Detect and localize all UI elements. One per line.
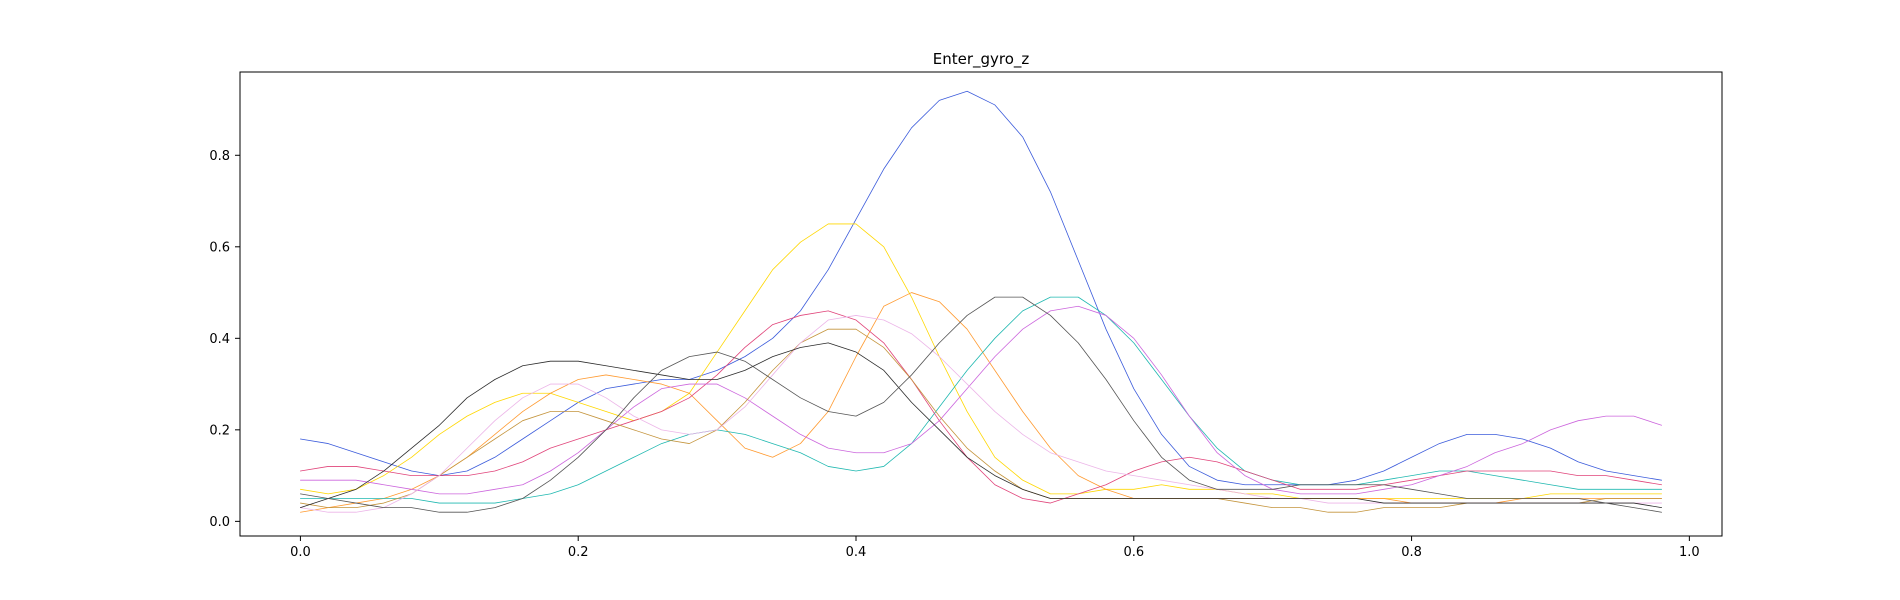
- y-tick-label: 0.2: [209, 423, 230, 438]
- x-axis: 0.0 0.2 0.4 0.6 0.8 1.0: [290, 536, 1700, 560]
- x-tick-label: 0.8: [1401, 545, 1422, 560]
- x-tick-label: 0.6: [1123, 545, 1144, 560]
- y-tick-label: 0.0: [209, 515, 230, 530]
- y-axis: 0.0 0.2 0.4 0.6 0.8: [209, 149, 240, 530]
- x-tick-label: 0.4: [846, 545, 867, 560]
- series-line-2: [300, 223, 1662, 499]
- y-tick-label: 0.8: [209, 149, 230, 164]
- x-tick-label: 0.0: [290, 545, 311, 560]
- series-line-4: [300, 296, 1662, 504]
- series-line-1: [300, 90, 1662, 486]
- plot-area-frame: [239, 71, 1723, 537]
- series-line-10: [300, 296, 1662, 513]
- x-tick-label: 0.2: [568, 545, 589, 560]
- y-tick-label: 0.4: [209, 332, 230, 347]
- series-line-6: [300, 305, 1662, 495]
- series-line-9: [300, 342, 1662, 509]
- series-line-7: [300, 328, 1662, 513]
- series-layer: [300, 90, 1662, 513]
- chart-title: Enter_gyro_z: [933, 50, 1030, 69]
- series-line-5: [300, 310, 1662, 504]
- y-tick-label: 0.6: [209, 240, 230, 255]
- x-tick-label: 1.0: [1679, 545, 1700, 560]
